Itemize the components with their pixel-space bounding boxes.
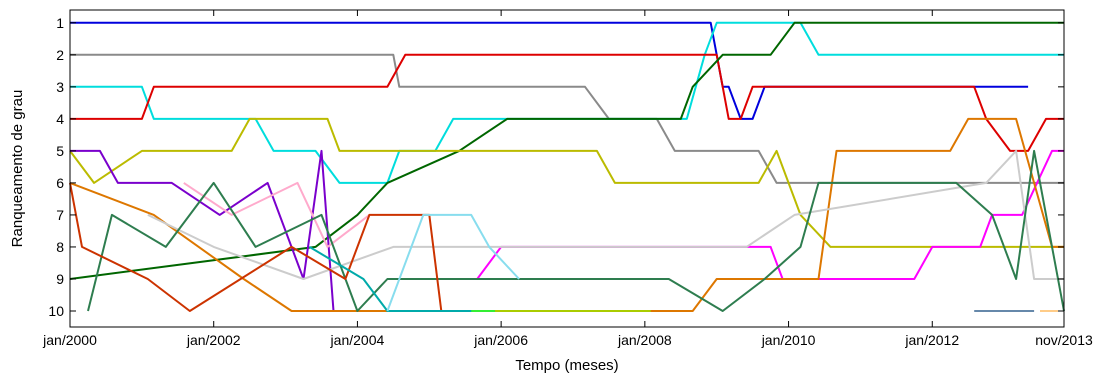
series-line-5 [69, 21, 1064, 280]
y-tick-label-7: 7 [56, 207, 64, 223]
series-line-12 [87, 149, 1065, 312]
series-layer [69, 21, 1065, 312]
series-line-15 [386, 213, 520, 312]
series-line-13 [69, 182, 460, 312]
y-tick-label-6: 6 [56, 175, 64, 191]
x-tick-label-8: nov/2013 [1035, 332, 1093, 348]
y-tick-label-2: 2 [56, 47, 64, 63]
x-tick-label-6: jan/2010 [761, 332, 816, 348]
y-tick-label-9: 9 [56, 271, 64, 287]
y-axis-label: Ranqueamento de grau [9, 90, 26, 248]
axis-layer: jan/2000 jan/2002 jan/2004 jan/2006 jan/2008… [42, 10, 1093, 348]
series-line-4 [70, 53, 1064, 152]
y-tick-label-8: 8 [56, 239, 64, 255]
x-tick-label-1: jan/2000 [42, 332, 97, 348]
y-tick-label-4: 4 [56, 111, 64, 127]
y-tick-label-3: 3 [56, 79, 64, 95]
series-line-10 [183, 181, 371, 248]
plot-frame [69, 9, 1065, 328]
x-tick-label-4: jan/2006 [473, 332, 528, 348]
series-line-3 [70, 21, 1064, 184]
x-tick-label-3: jan/2004 [330, 332, 385, 348]
x-tick-label-2: jan/2002 [186, 332, 241, 348]
y-tick-label-5: 5 [56, 143, 64, 159]
x-tick-label-5: jan/2008 [617, 332, 672, 348]
series-line-1 [70, 21, 1029, 120]
x-tick-label-7: jan/2012 [904, 332, 959, 348]
series-line-14 [308, 246, 484, 312]
series-line-6 [69, 117, 1064, 248]
y-tick-label-10: 10 [48, 303, 64, 319]
x-axis-label: Tempo (meses) [515, 357, 618, 374]
y-tick-label-1: 1 [56, 15, 64, 31]
series-line-11 [147, 149, 1064, 280]
series-line-8 [476, 149, 1064, 280]
